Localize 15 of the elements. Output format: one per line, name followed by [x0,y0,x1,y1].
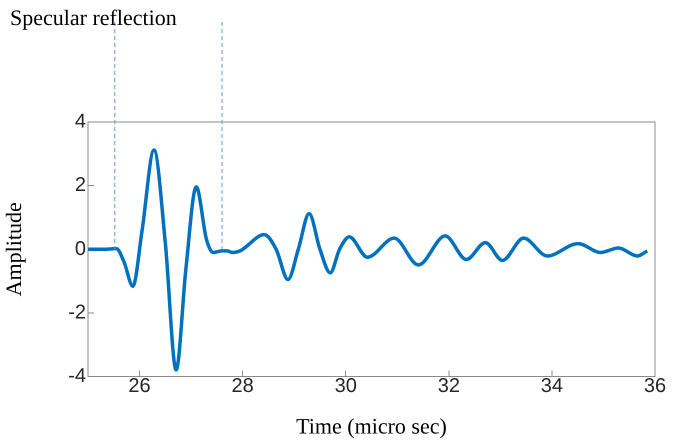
x-axis-title: Time (micro sec) [296,414,447,439]
y-tick-label: -2 [68,301,86,324]
y-tick-label: -4 [68,365,86,388]
x-tick-label: 28 [232,375,254,398]
y-tick-label: 4 [74,110,86,133]
y-tick-label: 0 [74,238,86,260]
x-tick-label: 26 [128,375,151,398]
x-tick-label: 34 [540,375,564,398]
y-tick-label: 2 [74,174,86,196]
x-tick-label: 36 [644,375,666,398]
x-tick-label: 32 [438,375,460,398]
y-axis-title: Amplitude [0,202,26,296]
line-series [88,148,650,372]
x-tick-label: 30 [334,375,357,398]
text: Specular reflection [10,4,177,30]
